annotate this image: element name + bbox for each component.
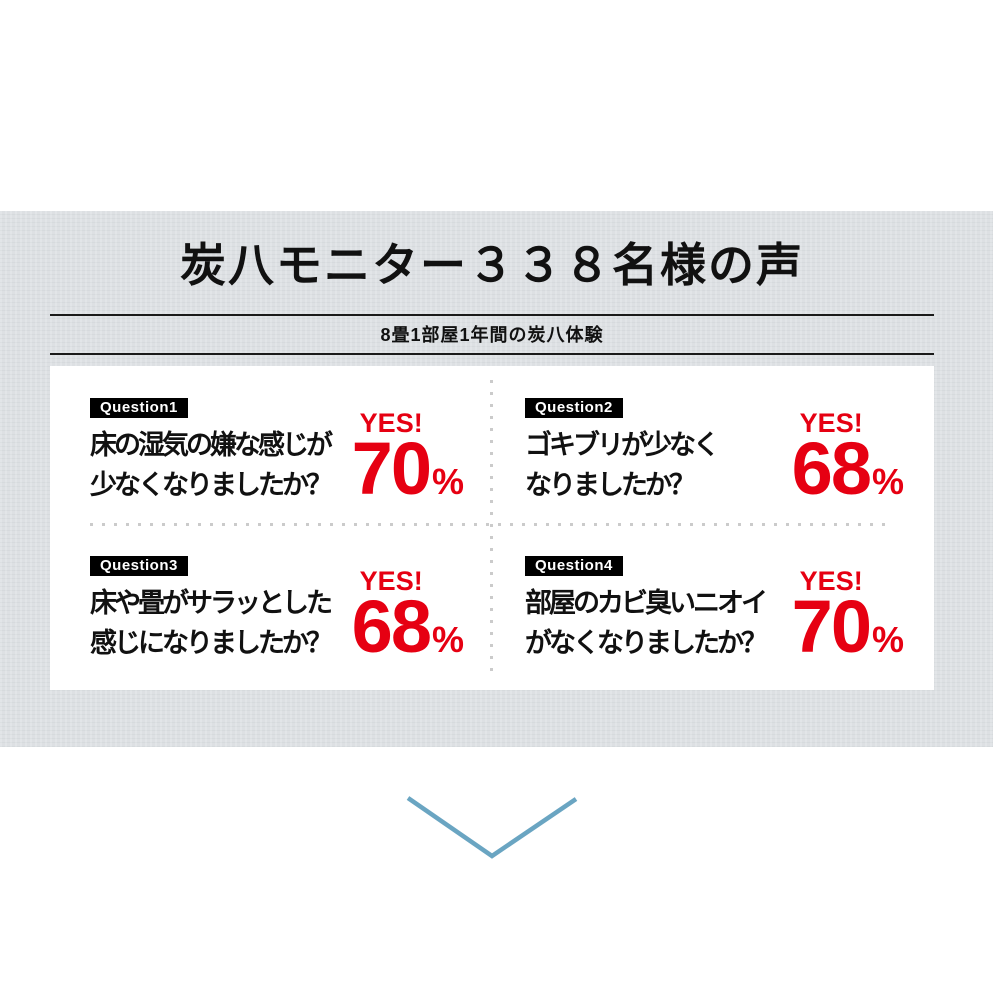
percent-sign: % xyxy=(871,619,904,660)
question-2-text: ゴキブリが少なく なりましたか？ xyxy=(525,430,720,500)
yes-label: YES! xyxy=(359,566,423,596)
chevron-down-icon xyxy=(406,796,578,859)
question-4-result: YES! 70 % xyxy=(791,556,904,668)
question-card-3: Question3 床や畳がサラッとした 感じになりましたか？ YES! 68 … xyxy=(50,528,492,690)
question-1-result: YES! 70 % xyxy=(351,398,464,510)
question-4-badge: Question4 xyxy=(525,556,623,576)
question-1-badge: Question1 xyxy=(90,398,188,418)
vertical-dotted-divider xyxy=(490,380,493,672)
percent-sign: % xyxy=(431,461,464,502)
question-3-badge: Question3 xyxy=(90,556,188,576)
percent-value: 70 xyxy=(351,427,432,510)
section-subtitle: 8畳1部屋1年間の炭八体験 xyxy=(380,325,604,345)
yes-label: YES! xyxy=(799,408,863,438)
question-1-text: 床の湿気の嫌な感じが 少なくなりましたか？ xyxy=(90,430,333,500)
page-title: 炭八モニター３３８名様の声 xyxy=(180,239,804,291)
question-3-text: 床や畳がサラッとした 感じになりましたか？ xyxy=(90,588,333,658)
yes-label: YES! xyxy=(359,408,423,438)
question-4-text: 部屋のカビ臭いニオイ がなくなりましたか？ xyxy=(525,588,768,658)
percent-value: 68 xyxy=(791,427,872,510)
percent-value: 68 xyxy=(351,585,432,668)
question-3-result: YES! 68 % xyxy=(351,556,464,668)
percent-sign: % xyxy=(871,461,904,502)
question-2-result: YES! 68 % xyxy=(791,398,904,510)
question-4-text-block: Question4 部屋のカビ臭いニオイ がなくなりましたか？ xyxy=(525,556,768,663)
horizontal-dotted-divider xyxy=(90,523,894,526)
question-3-text-block: Question3 床や畳がサラッとした 感じになりましたか？ xyxy=(90,556,333,663)
percent-sign: % xyxy=(431,619,464,660)
question-card-1: Question1 床の湿気の嫌な感じが 少なくなりましたか？ YES! 70 … xyxy=(50,366,492,528)
question-1-text-block: Question1 床の湿気の嫌な感じが 少なくなりましたか？ xyxy=(90,398,333,505)
question-2-text-block: Question2 ゴキブリが少なく なりましたか？ xyxy=(525,398,720,505)
question-2-badge: Question2 xyxy=(525,398,623,418)
question-card-4: Question4 部屋のカビ臭いニオイ がなくなりましたか？ YES! 70 … xyxy=(492,528,934,690)
survey-results-card: Question1 床の湿気の嫌な感じが 少なくなりましたか？ YES! 70 … xyxy=(50,366,934,690)
subtitle-divider-box: 8畳1部屋1年間の炭八体験 xyxy=(50,314,934,355)
percent-value: 70 xyxy=(791,585,872,668)
yes-label: YES! xyxy=(799,566,863,596)
question-card-2: Question2 ゴキブリが少なく なりましたか？ YES! 68 % xyxy=(492,366,934,528)
